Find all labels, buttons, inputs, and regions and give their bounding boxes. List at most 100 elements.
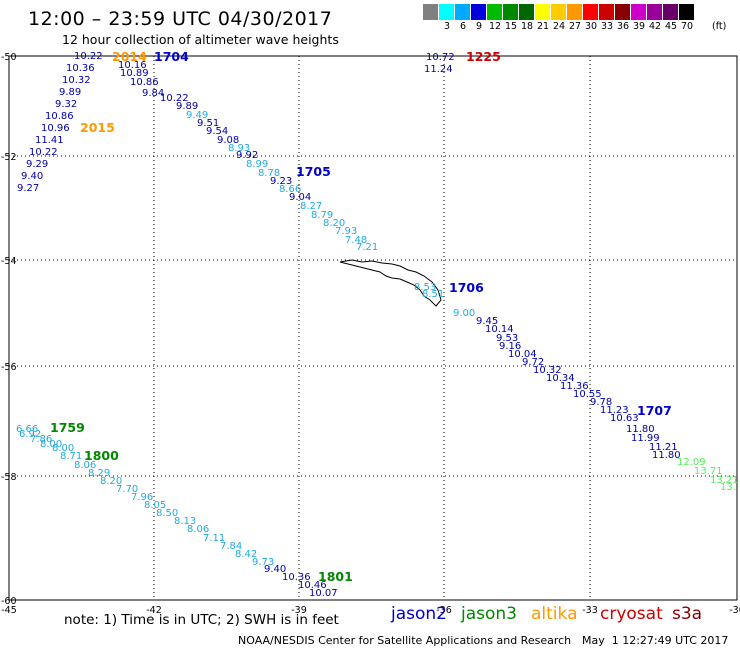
scale-swatch [471, 4, 487, 20]
swh-value-label: 8.20 [100, 476, 122, 487]
swh-value-label: 10.46 [298, 580, 327, 591]
scale-swatch [647, 4, 663, 20]
swh-value-label: 9.54 [206, 126, 228, 137]
swh-value-label: 8.50 [156, 508, 178, 519]
swh-value-label: 10.63 [610, 413, 639, 424]
lat-tick-label: -50 [1, 52, 17, 63]
scale-label: 18 [520, 21, 534, 32]
swh-value-label: 9.78 [590, 397, 612, 408]
swh-value-label: 9.51 [197, 118, 219, 129]
swh-value-label: 7.86 [30, 434, 52, 445]
map-subtitle: 12 hour collection of altimeter wave hei… [62, 32, 339, 47]
swh-value-label: 9.00 [453, 308, 475, 319]
track-time-label: 2014 [112, 49, 147, 64]
map-title: 12:00 – 23:59 UTC 04/30/2017 [28, 8, 333, 30]
swh-value-label: 10.86 [45, 111, 74, 122]
swh-value-label: 10.22 [29, 147, 58, 158]
lon-tick-label: -39 [291, 605, 307, 616]
track-time-label: 1225 [466, 49, 501, 64]
wave-height-color-scale [423, 4, 695, 20]
footer-timestamp: May 1 12:27:49 UTC 2017 [582, 634, 729, 647]
scale-label: 15 [504, 21, 518, 32]
swh-value-label: 10.36 [66, 63, 95, 74]
swh-value-label: 10.14 [485, 324, 514, 335]
swh-value-label: 11.41 [35, 135, 64, 146]
lat-tick-label: -60 [1, 596, 17, 607]
swh-value-label: 8.06 [74, 460, 96, 471]
swh-value-label: 9.23 [270, 176, 292, 187]
scale-swatch [487, 4, 503, 20]
swh-value-label: 9.73 [252, 557, 274, 568]
track-time-label: 1706 [449, 280, 484, 295]
swh-value-label: 8.99 [246, 159, 268, 170]
swh-value-label: 9.92 [236, 150, 258, 161]
swh-value-label: 13.21 [710, 475, 739, 486]
swh-value-label: 10.22 [160, 93, 189, 104]
footer-credit: NOAA/NESDIS Center for Satellite Applica… [238, 634, 572, 647]
scale-label: 36 [616, 21, 630, 32]
swh-value-label: 8.00 [52, 443, 74, 454]
scale-label: 30 [584, 21, 598, 32]
swh-value-label: 9.27 [17, 183, 39, 194]
scale-swatch [583, 4, 599, 20]
swh-value-label: 9.32 [55, 99, 77, 110]
swh-value-label: 8.93 [228, 143, 250, 154]
scale-swatch [551, 4, 567, 20]
scale-swatch [631, 4, 647, 20]
swh-value-label: 10.36 [282, 572, 311, 583]
scale-label: 33 [600, 21, 614, 32]
swh-value-label: 9.72 [522, 357, 544, 368]
swh-value-label: 8.27 [300, 201, 322, 212]
scale-swatch [455, 4, 471, 20]
scale-label: 42 [648, 21, 662, 32]
track-time-label: 1704 [154, 49, 189, 64]
swh-value-label: 10.86 [130, 77, 159, 88]
swh-value-label: 9.29 [26, 159, 48, 170]
lat-tick-label: -58 [1, 472, 17, 483]
track-time-label: 1759 [50, 420, 85, 435]
track-time-label: 1707 [637, 403, 672, 418]
scale-swatch [567, 4, 583, 20]
legend-cryosat: cryosat [600, 604, 663, 624]
scale-label: 3 [443, 21, 451, 32]
swh-value-label: 9.16 [499, 341, 521, 352]
swh-value-label: 10.32 [533, 365, 562, 376]
legend-jason3: jason3 [461, 604, 517, 624]
track-time-label: 1705 [296, 164, 331, 179]
legend-altika: altika [531, 604, 578, 624]
lat-tick-label: -54 [1, 256, 17, 267]
scale-swatch [663, 4, 679, 20]
swh-value-label: 8.79 [311, 210, 333, 221]
scale-swatch [519, 4, 535, 20]
swh-value-label: 9.45 [476, 316, 498, 327]
swh-value-label: 9.89 [176, 101, 198, 112]
scale-label: 45 [664, 21, 678, 32]
swh-value-label: 7.70 [116, 484, 138, 495]
swh-value-label: 11.36 [560, 381, 589, 392]
swh-value-label: 8.51 [422, 289, 444, 300]
lon-tick-label: -45 [1, 605, 17, 616]
swh-value-label: 9.40 [21, 171, 43, 182]
swh-value-label: 9.08 [217, 135, 239, 146]
track-time-label: 1800 [84, 448, 119, 463]
wave-height-scale-unit: (ft) [712, 21, 727, 32]
swh-value-label: 9.04 [289, 192, 311, 203]
swh-value-label: 10.07 [309, 588, 338, 599]
track-time-label: 2015 [80, 120, 115, 135]
swh-value-label: 8.78 [258, 168, 280, 179]
swh-value-label: 8.71 [60, 451, 82, 462]
swh-value-label: 10.34 [546, 373, 575, 384]
south-georgia-island-outline [339, 259, 442, 307]
swh-value-label: 11.80 [626, 424, 655, 435]
swh-value-label: 7.84 [220, 541, 242, 552]
scale-swatch [599, 4, 615, 20]
swh-value-label: 7.48 [345, 235, 367, 246]
swh-value-label: 9.53 [496, 333, 518, 344]
swh-value-label: 10.04 [508, 349, 537, 360]
swh-value-label: 8.06 [187, 524, 209, 535]
swh-value-label: 10.89 [120, 68, 149, 79]
scale-label: 24 [552, 21, 566, 32]
scale-swatch [535, 4, 551, 20]
swh-value-label: 13.71 [694, 466, 723, 477]
swh-value-label: 11.24 [424, 64, 453, 75]
